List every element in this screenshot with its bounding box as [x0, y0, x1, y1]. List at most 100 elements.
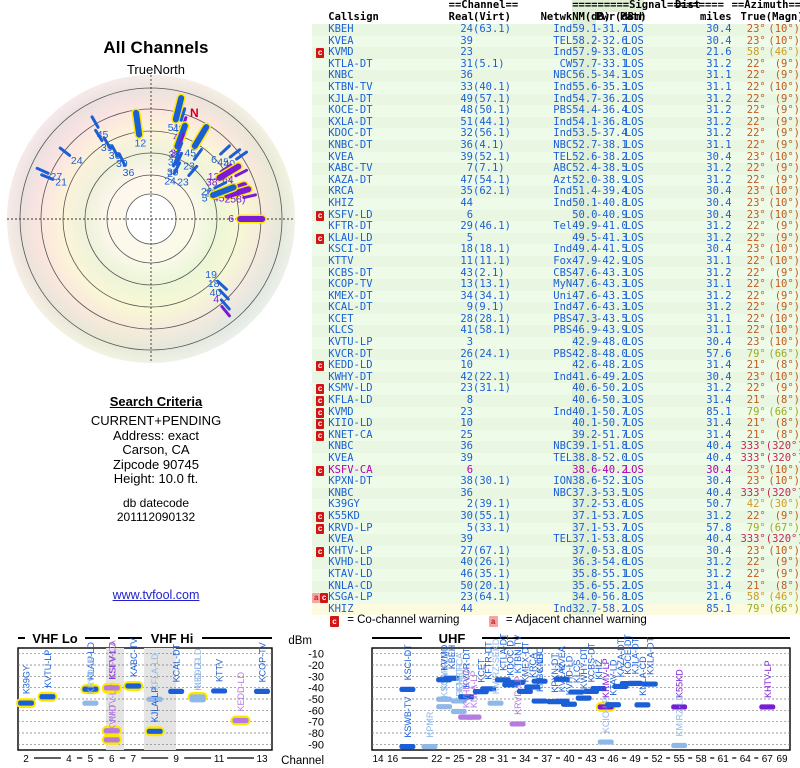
data-point-bar[interactable] [450, 698, 467, 704]
table-row[interactable]: c KHTV-LP 27 (67.1) 37.0 -53.8 LOS 30.4 23° (10°) [312, 545, 800, 558]
table-row[interactable]: KRCA 35 (62.1) Ind 51.4 -39.4 LOS 30.4 23° (10°) [312, 186, 800, 198]
table-row[interactable]: KTBN-TV 33 (40.1) Ind 55.6 -35.3 LOS 31.1 22° (10… [312, 81, 800, 94]
data-point-bar[interactable] [487, 700, 504, 706]
data-point-bar[interactable] [560, 701, 577, 707]
polar-marker-bar[interactable] [220, 305, 231, 318]
data-point-bar[interactable] [568, 689, 585, 695]
data-point-bar[interactable] [458, 694, 475, 700]
data-point-bar[interactable] [125, 683, 142, 689]
data-point-bar[interactable] [189, 697, 206, 703]
polar-marker-bar[interactable] [192, 148, 203, 161]
table-row[interactable]: KCAL-DT 9 (9.1) Ind 47.6 -43.3 LOS 31.2 22° (9°) [312, 302, 800, 314]
polar-marker-bar[interactable] [224, 186, 252, 199]
table-row[interactable]: c KNET-CA 25 39.2 -51.7 LOS 31.4 21° (8°) [312, 429, 800, 442]
table-row[interactable]: KOCE-DT 48 (50.1) PBS 54.4 -36.4 LOS 31.2 22° (9°… [312, 105, 800, 117]
table-row[interactable]: KVTU-LP 3 42.9 -48.0 LOS 30.4 23° (10°) [312, 337, 800, 349]
table-row[interactable]: KABC-TV 7 (7.1) ABC 52.4 -38.5 LOS 31.2 22° (9°) [312, 163, 800, 175]
polar-marker-bar[interactable] [187, 164, 199, 177]
table-row[interactable]: KAZA-DT 47 (54.1) Azt 52.0 -38.9 LOS 31.2 22° (9°… [312, 174, 800, 187]
data-point-bar[interactable] [421, 744, 438, 750]
data-point-bar[interactable] [641, 681, 658, 687]
data-point-bar[interactable] [524, 684, 541, 690]
tvfool-website-link[interactable]: www.tvfool.com [112, 588, 200, 602]
data-point-bar[interactable] [436, 704, 453, 710]
table-row[interactable]: KSCI-DT 18 (18.1) Ind 49.4 -41.5 LOS 30.4 23° (10… [312, 244, 800, 256]
table-row[interactable]: KTLA-DT 31 (5.1) CW 57.7 -33.1 LOS 31.2 22° (9°) [312, 58, 800, 71]
data-point-bar[interactable] [436, 696, 453, 702]
data-point-bar[interactable] [575, 695, 592, 701]
table-row[interactable]: c KRVD-LP 5 (33.1) 37.1 -53.7 LOS 57.8 79° (67°) [312, 522, 800, 535]
polar-marker-bar[interactable] [219, 298, 231, 311]
polar-marker-bar[interactable] [172, 161, 182, 176]
data-point-bar[interactable] [103, 728, 120, 734]
data-point-bar[interactable] [443, 675, 460, 681]
data-point-bar[interactable] [465, 714, 482, 720]
data-point-bar[interactable] [531, 698, 548, 704]
data-point-bar[interactable] [531, 678, 548, 684]
table-row[interactable]: KFTR-DT 29 (46.1) Tel 49.9 -41.0 LOS 31.2 22° (9°… [312, 221, 800, 233]
polar-marker-bar[interactable] [219, 163, 233, 174]
table-row[interactable]: c KFLA-LD 8 40.6 -50.3 LOS 31.4 21° (8°) [312, 394, 800, 407]
data-point-bar[interactable] [18, 700, 34, 706]
table-row[interactable]: KXLA-DT 51 (44.1) Ind 54.1 -36.8 LOS 31.2 22° (9°… [312, 116, 800, 129]
polar-marker-bar[interactable] [228, 148, 242, 159]
table-row[interactable]: KVEA 39 TEL 58.2 -32.6 LOS 30.4 23° (10°) [312, 35, 800, 48]
polar-marker-bar[interactable] [58, 146, 72, 157]
data-point-bar[interactable] [597, 739, 614, 745]
data-point-bar[interactable] [254, 688, 270, 695]
table-row[interactable]: K39GY 2 (39.1) 37.2 -53.6 LOS 50.7 42° (30°) [312, 499, 800, 511]
data-point-bar[interactable] [605, 702, 622, 708]
data-point-bar[interactable] [494, 677, 511, 683]
data-point-bar[interactable] [232, 717, 249, 724]
table-row[interactable]: c KIIO-LD 10 40.1 -50.7 LOS 31.4 21° (8°) [312, 418, 800, 430]
polar-marker-bar[interactable] [213, 181, 228, 190]
data-point-bar[interactable] [509, 679, 526, 685]
data-point-bar[interactable] [168, 688, 185, 695]
table-row[interactable]: KCOP-TV 13 (13.1) MyN 47.6 -43.3 LOS 31.1 22° (10… [312, 279, 800, 291]
table-row[interactable]: KNLA-CD 50 (20.1) 35.6 -55.2 LOS 31.4 21° (8°) [312, 580, 800, 593]
table-row[interactable]: KNBC 36 NBC 56.5 -34.3 LOS 31.1 22° (9°) [312, 70, 800, 82]
polar-marker-bar[interactable] [216, 163, 242, 181]
data-point-bar[interactable] [480, 686, 497, 692]
polar-marker-bar[interactable] [234, 168, 249, 178]
polar-marker-bar[interactable] [219, 144, 231, 156]
polar-marker-bar[interactable] [210, 184, 237, 199]
table-row[interactable]: c KVMD 23 Ind 57.9 -33.0 LOS 21.6 58° (46°) [312, 47, 800, 59]
table-row[interactable]: KCET 28 (28.1) PBS 47.3 -43.5 LOS 31.1 22° (10°) [312, 313, 800, 326]
data-point-bar[interactable] [82, 686, 99, 692]
polar-marker-bar[interactable] [175, 141, 184, 156]
table-row[interactable]: a c KSGA-LP 23 (64.1) 34.0 -56.8 LOS 21.6 58° (46°… [312, 592, 800, 604]
table-row[interactable]: KHIZ 44 Ind 50.1 -40.8 LOS 30.4 23° (10°) [312, 197, 800, 210]
table-row[interactable]: KNBC-DT 36 (4.1) NBC 52.7 -38.1 LOS 31.1 22° (9°) [312, 139, 800, 152]
data-point-bar[interactable] [103, 737, 120, 743]
table-row[interactable]: c KSFV-CA 6 38.6 -40.2 LOS 30.4 23° (10°) [312, 464, 800, 477]
data-point-bar[interactable] [146, 728, 163, 734]
data-point-bar[interactable] [553, 676, 570, 682]
data-point-bar[interactable] [671, 742, 688, 749]
table-row[interactable]: KNBC 36 NBC 39.1 -51.8 LOS 40.4 333° (320°) [312, 441, 800, 453]
table-row[interactable]: KWHY-DT 42 (22.1) Ind 41.6 -49.2 LOS 30.4 23° (10… [312, 371, 800, 384]
polar-marker-bar[interactable] [235, 150, 248, 161]
data-point-bar[interactable] [82, 700, 99, 706]
data-point-bar[interactable] [634, 702, 651, 708]
polar-marker-bar[interactable] [94, 128, 104, 143]
table-row[interactable]: c K55KD 30 (55.1) 37.1 -53.7 LOS 31.2 22° (9°) [312, 510, 800, 523]
table-row[interactable]: KDOC-DT 32 (56.1) Ind 53.5 -37.4 LOS 31.2 22° (9°… [312, 128, 800, 140]
table-row[interactable]: KLCS 41 (58.1) PBS 46.9 -43.9 LOS 31.1 22° (10°) [312, 325, 800, 338]
table-row[interactable]: KNBC 36 NBC 37.3 -53.5 LOS 40.4 333° (320°) [312, 487, 800, 500]
data-point-bar[interactable] [399, 686, 416, 692]
data-point-bar[interactable] [590, 685, 607, 692]
data-point-bar[interactable] [103, 685, 120, 691]
table-row[interactable]: KPXN-DT 38 (30.1) ION 38.6 -52.3 LOS 30.4 23° (10… [312, 476, 800, 488]
table-row[interactable]: c KSMV-LD 23 (31.1) 40.6 -50.2 LOS 31.2 22° (9°) [312, 383, 800, 395]
table-row[interactable]: KVEA 39 TEL 37.1 -53.8 LOS 40.4 333° (320°) [312, 534, 800, 546]
polar-marker-bar[interactable] [172, 153, 180, 168]
table-row[interactable]: KVEA 39 (52.1) TEL 52.6 -38.2 LOS 30.4 23° (10°) [312, 151, 800, 164]
polar-marker-bar[interactable] [102, 136, 112, 150]
table-row[interactable]: KVEA 39 TEL 38.8 -52.0 LOS 40.4 333° (320°) [312, 452, 800, 465]
polar-marker-bar[interactable] [242, 193, 257, 200]
data-point-bar[interactable] [39, 694, 56, 700]
table-row[interactable]: KMEX-DT 34 (34.1) Uni 47.6 -43.3 LOS 31.2 22° (9°… [312, 290, 800, 303]
table-row[interactable]: KBEH 24 (63.1) Ind 59.1 -31.7 LOS 30.4 23° (10°) [312, 23, 800, 36]
polar-marker-bar[interactable] [172, 95, 185, 123]
